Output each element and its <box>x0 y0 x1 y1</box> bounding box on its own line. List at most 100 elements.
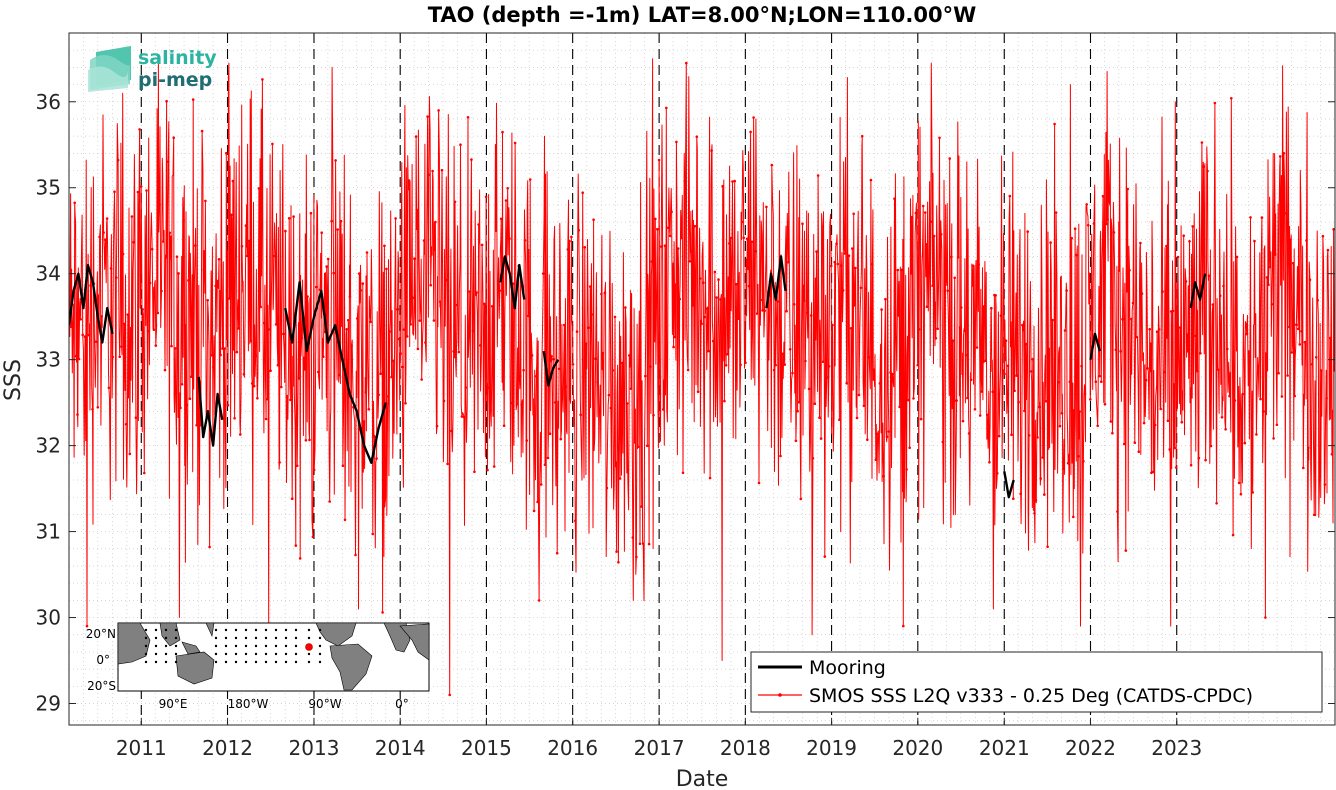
data-point-smos <box>1116 510 1119 513</box>
data-point-smos <box>801 222 804 226</box>
inset-map-mooring-dot <box>284 628 288 632</box>
data-point-smos <box>973 408 977 411</box>
data-point-smos <box>330 219 333 223</box>
data-point-smos <box>1155 330 1159 334</box>
data-point-smos <box>242 373 246 376</box>
data-point-smos <box>896 268 900 272</box>
x-tick-label: 2021 <box>979 736 1030 760</box>
data-point-smos <box>1186 350 1190 353</box>
data-point-smos <box>535 374 538 378</box>
data-point-smos <box>1166 419 1170 423</box>
data-point-smos <box>695 135 699 138</box>
data-point-smos <box>304 439 308 442</box>
data-point-smos <box>994 294 997 297</box>
data-point-smos <box>661 408 665 411</box>
data-point-smos <box>1307 446 1310 450</box>
inset-map-mooring-dot <box>174 660 178 664</box>
inset-map-mooring-dot <box>144 660 148 664</box>
data-point-smos <box>356 317 359 320</box>
data-point-smos <box>609 406 613 410</box>
data-point-smos <box>245 254 249 258</box>
data-point-smos <box>1092 222 1096 225</box>
inset-map-mooring-dot <box>284 660 288 664</box>
data-point-smos <box>1085 203 1088 206</box>
data-point-smos <box>473 470 476 474</box>
data-point-smos <box>581 191 584 194</box>
data-point-smos <box>76 413 79 416</box>
data-point-smos <box>1038 405 1041 409</box>
data-point-smos <box>796 409 799 413</box>
data-point-smos <box>1083 392 1087 396</box>
inset-map-mooring-dot <box>214 628 218 632</box>
data-point-smos <box>670 210 673 214</box>
data-point-smos <box>235 350 239 354</box>
data-point-smos <box>719 298 722 301</box>
data-point-smos <box>791 371 794 375</box>
data-point-smos <box>733 179 736 183</box>
data-point-smos <box>287 217 291 220</box>
x-tick-label: 2015 <box>461 736 512 760</box>
data-point-smos <box>1086 223 1090 227</box>
data-point-smos <box>244 224 248 227</box>
data-point-smos <box>1094 380 1098 384</box>
data-point-smos <box>859 286 863 290</box>
data-point-smos <box>478 344 482 347</box>
data-point-smos <box>1105 222 1108 226</box>
data-point-smos <box>797 400 801 404</box>
inset-map-mooring-dot <box>144 636 148 640</box>
data-point-smos <box>308 438 311 442</box>
data-point-smos <box>145 189 148 192</box>
data-point-smos <box>721 184 724 188</box>
data-point-smos <box>931 284 934 288</box>
data-point-smos <box>358 272 361 275</box>
data-point-smos <box>1133 441 1137 445</box>
data-point-smos <box>123 322 126 326</box>
data-point-smos <box>179 406 182 410</box>
data-point-smos <box>1296 327 1300 331</box>
inset-map-mooring-dot <box>254 636 258 640</box>
data-point-smos <box>941 440 945 444</box>
data-point-smos <box>1001 369 1005 373</box>
data-point-smos <box>371 532 375 536</box>
inset-map-mooring-dot <box>224 652 228 656</box>
data-point-smos <box>1222 284 1225 288</box>
data-point-smos <box>570 235 573 239</box>
data-point-smos <box>757 481 761 485</box>
data-point-smos <box>978 414 982 417</box>
inset-map-mooring-dot <box>294 628 298 632</box>
data-point-smos <box>783 363 786 366</box>
data-point-smos <box>799 497 803 501</box>
data-point-smos <box>427 173 431 176</box>
data-point-smos <box>776 300 779 303</box>
data-point-smos <box>263 321 266 325</box>
data-point-smos <box>295 464 299 468</box>
data-point-smos <box>261 78 264 81</box>
data-point-smos <box>1310 363 1314 366</box>
inset-map-mooring-dot <box>174 636 178 640</box>
data-point-smos <box>711 339 715 343</box>
data-point-smos <box>819 437 823 440</box>
data-point-smos <box>997 434 1001 438</box>
data-point-smos <box>498 289 502 293</box>
data-point-smos <box>1096 424 1099 428</box>
data-point-smos <box>191 98 195 101</box>
data-point-smos <box>628 354 631 357</box>
data-point-smos <box>383 244 386 248</box>
data-point-smos <box>392 359 395 363</box>
data-point-smos <box>999 314 1003 318</box>
inset-map-selected-mooring <box>305 643 313 651</box>
data-point-smos <box>594 357 597 361</box>
data-point-smos <box>668 234 672 238</box>
data-point-smos <box>876 432 879 436</box>
data-point-smos <box>1218 294 1222 298</box>
data-point-smos <box>1077 455 1080 458</box>
data-point-smos <box>173 347 177 350</box>
data-point-smos <box>1176 255 1180 259</box>
inset-map-mooring-dot <box>214 644 218 648</box>
data-point-smos <box>177 272 180 275</box>
data-point-smos <box>311 535 315 539</box>
data-point-smos <box>1184 280 1188 283</box>
y-tick-label: 30 <box>36 606 61 630</box>
data-point-smos <box>111 355 114 359</box>
data-point-smos <box>831 323 834 327</box>
